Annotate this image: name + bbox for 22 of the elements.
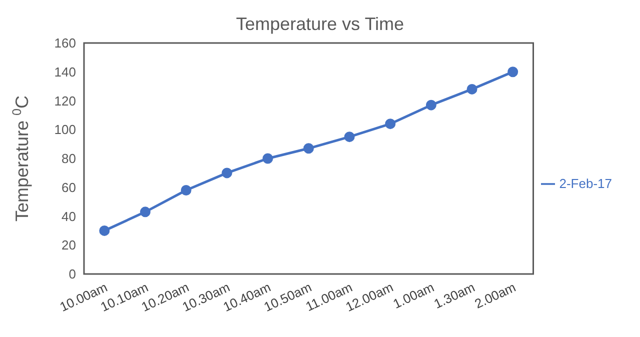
chart-title: Temperature vs Time xyxy=(236,14,404,34)
y-tick-label: 20 xyxy=(62,238,76,253)
point xyxy=(303,143,314,154)
point xyxy=(99,225,110,236)
legend-label: 2-Feb-17 xyxy=(559,176,612,191)
point xyxy=(508,66,518,78)
y-tick-label: 80 xyxy=(62,151,76,166)
point xyxy=(140,206,151,218)
y-tick-label: 160 xyxy=(54,36,76,51)
point xyxy=(344,132,355,142)
point xyxy=(222,168,232,178)
point xyxy=(385,118,396,130)
y-tick-label: 100 xyxy=(54,122,76,138)
y-tick-label: 40 xyxy=(62,208,76,224)
y-tick-label: 120 xyxy=(54,93,76,108)
point xyxy=(426,100,436,110)
y-tick-label: 60 xyxy=(62,180,76,195)
point xyxy=(262,153,274,164)
y-tick-label: 0 xyxy=(68,266,76,282)
point xyxy=(466,84,478,94)
point xyxy=(180,185,192,196)
y-tick-label: 140 xyxy=(54,64,76,80)
